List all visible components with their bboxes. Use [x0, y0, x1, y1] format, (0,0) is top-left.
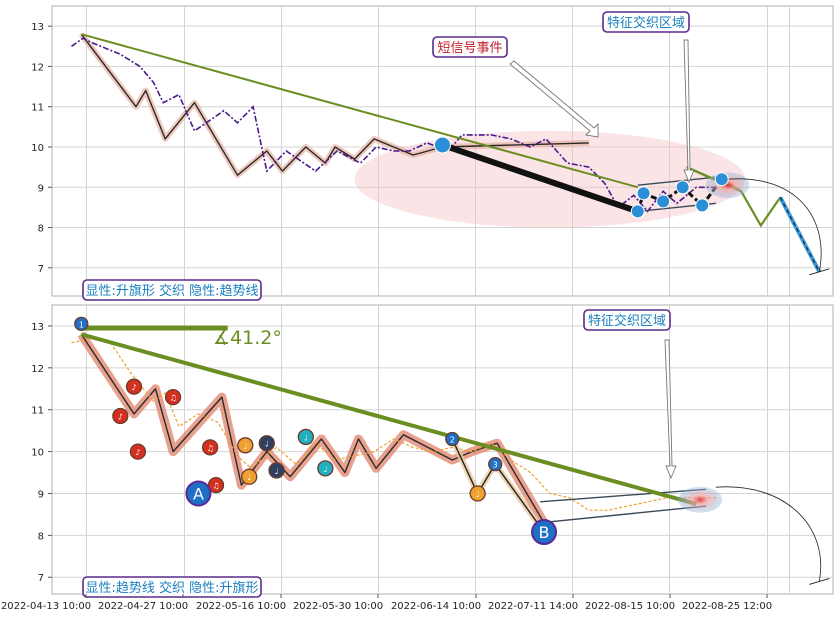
wave-marker-label: B — [539, 523, 550, 542]
short-signal-annotation: 短信号事件 — [437, 41, 502, 56]
y-tick-label: 7 — [38, 573, 44, 584]
hotspot — [678, 486, 723, 513]
y-tick-label: 12 — [31, 62, 44, 73]
feature-zone-annotation: 特征交织区域 — [588, 313, 666, 329]
wave-marker-label: ♫ — [207, 444, 214, 453]
wave-marker-label: ♩ — [275, 467, 279, 476]
y-tick-label: 10 — [31, 448, 44, 459]
short-signal-annotation-arrow — [509, 60, 599, 138]
x-tick-label: 2022-04-27 10:00 — [98, 601, 188, 612]
trend-line — [81, 33, 639, 189]
feature-zone-annotation-box — [602, 11, 690, 33]
wave-marker-label: A — [193, 484, 204, 503]
wave-marker — [714, 172, 729, 187]
x-tick-label: 2022-08-15 10:00 — [585, 601, 675, 612]
caption-box — [82, 279, 262, 301]
wave-marker — [656, 194, 671, 209]
wave-marker — [630, 204, 645, 219]
wave-marker — [202, 439, 219, 456]
wave-marker-label: ♩ — [265, 440, 269, 449]
projection-arc — [727, 178, 822, 272]
y-tick-label: 11 — [31, 103, 44, 114]
price-line — [71, 337, 716, 511]
feature-zone-annotation: 特征交织区域 — [607, 15, 685, 31]
y-tick-label: 9 — [38, 183, 44, 194]
y-tick-label: 10 — [31, 143, 44, 154]
wave-marker — [434, 136, 451, 154]
feature-zone-annotation-arrow — [683, 39, 695, 184]
feature-zone-annotation-arrow — [664, 339, 677, 480]
wave-marker-label: 1 — [79, 320, 84, 329]
wave-marker-label: ♪ — [131, 383, 136, 392]
wave-marker-label: ♫ — [169, 394, 176, 403]
wave-marker-label: 2 — [450, 436, 455, 445]
wave-marker-label: ♩ — [247, 473, 251, 482]
feature-zone-annotation-box — [583, 309, 671, 331]
wave-marker — [185, 480, 212, 507]
wave-marker — [268, 462, 285, 479]
caption-box — [82, 576, 262, 598]
wave-marker-label: ♩ — [243, 442, 247, 451]
x-tick-label: 2022-04-13 10:00 — [1, 601, 91, 612]
pattern-caption: 显性:趋势线 交织 隐性:升旗形 — [85, 580, 258, 596]
wave-marker — [164, 388, 182, 406]
wave-marker — [207, 476, 225, 494]
wave-marker — [74, 316, 89, 331]
wave-marker — [488, 457, 503, 472]
y-tick-label: 9 — [38, 489, 44, 500]
projection-arc — [715, 486, 822, 582]
forecast-drop-core — [779, 197, 820, 273]
angle-label: ∡41.2° — [213, 327, 282, 349]
wave-marker — [636, 186, 651, 201]
y-tick-label: 12 — [31, 364, 44, 375]
trend-line — [80, 332, 697, 506]
wave-marker-label: ♪ — [118, 412, 123, 421]
wave-marker — [125, 378, 143, 395]
wave-marker-label: ♩ — [304, 433, 308, 442]
breakdown-segment — [439, 142, 641, 215]
wave-marker-label: ♪ — [135, 448, 140, 457]
flag-channel-upper — [637, 176, 716, 186]
wave-marker-label: ♫ — [212, 482, 219, 491]
projection-end-bar — [809, 268, 830, 276]
x-tick-label: 2022-06-14 10:00 — [391, 601, 481, 612]
y-tick-label: 13 — [31, 322, 44, 333]
flag-channel-lower — [540, 505, 707, 524]
wave-marker-label: 3 — [493, 461, 498, 470]
y-tick-label: 8 — [38, 531, 44, 542]
wave-marker — [112, 407, 129, 425]
x-tick-label: 2022-05-30 10:00 — [293, 601, 383, 612]
pattern-caption: 显性:升旗形 交织 隐性:趋势线 — [85, 283, 258, 299]
wave-marker — [695, 198, 710, 213]
wave-marker — [241, 468, 258, 485]
wave-marker — [675, 180, 690, 195]
wave-marker-label: ♩ — [476, 490, 480, 499]
x-tick-label: 2022-07-11 14:00 — [488, 601, 578, 612]
y-tick-label: 8 — [38, 224, 44, 235]
wave-line — [80, 33, 589, 176]
wave-marker — [258, 435, 275, 452]
panel-bottom: 7 8 9 10 11 12 13 1 ♪ ♪ ♪ ♫ ♫ ♫ ♩ ♩ ♩ ♩ ♩ ♩ 2 ♩ 3 A B ∡41.2° 特征交织区… — [1, 304, 834, 612]
y-tick-label: 11 — [31, 406, 44, 417]
y-tick-label: 13 — [31, 22, 44, 33]
wave-marker — [531, 519, 558, 546]
wave-marker — [297, 428, 314, 446]
x-tick-label: 2022-08-25 12:00 — [682, 601, 772, 612]
wave-tail — [451, 438, 545, 533]
wave-marker — [445, 431, 460, 447]
x-tick-label: 2022-05-16 10:00 — [196, 601, 286, 612]
projection-end-bar — [809, 577, 830, 585]
y-tick-label: 7 — [38, 264, 44, 275]
short-signal-annotation-box — [432, 36, 508, 58]
wave-marker — [237, 437, 254, 454]
wave-marker — [317, 460, 334, 477]
wave-marker-label: ♩ — [323, 465, 327, 474]
wave-marker — [469, 485, 486, 502]
flag-channel-upper — [540, 488, 707, 503]
wave-marker — [129, 443, 147, 460]
